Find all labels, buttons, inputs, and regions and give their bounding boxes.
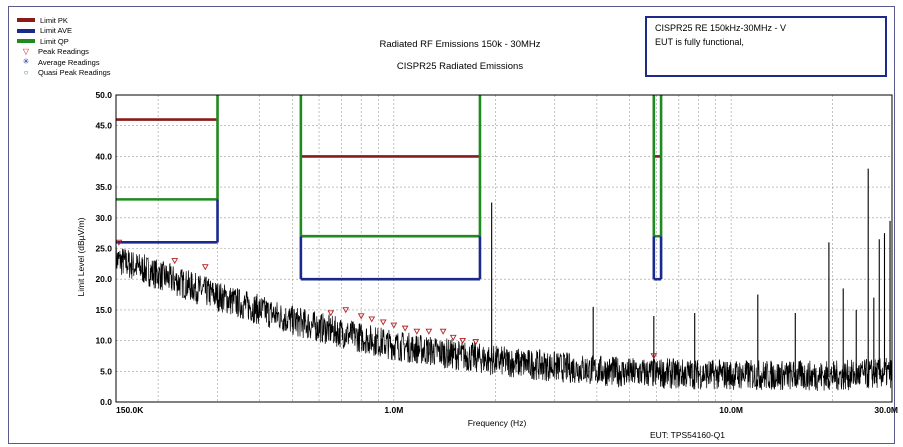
peak-reading-marker <box>472 339 480 346</box>
peak-reading-marker <box>459 337 467 344</box>
x-tick-label: 1.0M <box>384 405 403 415</box>
legend-item-limit-pk: Limit PK <box>15 15 119 26</box>
y-tick-label: 15.0 <box>95 305 112 315</box>
peak-reading-marker <box>357 313 365 320</box>
marker-layer <box>115 239 658 360</box>
y-tick-label: 10.0 <box>95 336 112 346</box>
legend-label: Peak Readings <box>38 47 89 57</box>
limit-layer <box>116 95 663 281</box>
plot-border <box>115 94 893 403</box>
chart-title: Radiated RF Emissions 150k - 30MHz <box>379 39 541 50</box>
y-tick-label: 0.0 <box>100 397 112 407</box>
test-notes-box: CISPR25 RE 150kHz-30MHz - V EUT is fully… <box>645 16 887 77</box>
y-tick-label: 40.0 <box>95 151 112 161</box>
legend: Limit PK Limit AVE Limit QP ▽ Peak Readings ✳… <box>15 15 119 78</box>
x-tick-label: 10.0M <box>719 405 743 415</box>
y-tick-label: 5.0 <box>100 366 112 376</box>
x-axis-label: Frequency (Hz) <box>468 418 527 428</box>
y-tick-label: 30.0 <box>95 213 112 223</box>
legend-label: Average Readings <box>38 57 100 67</box>
peak-reading-marker <box>413 328 421 335</box>
legend-item-average-readings: ✳ Average Readings <box>15 57 119 68</box>
peak-reading-marker <box>342 307 350 314</box>
legend-label: Limit QP <box>40 36 69 46</box>
legend-symbol-icon: ▽ <box>22 46 30 56</box>
emission-trace <box>115 246 893 392</box>
peak-reading-marker <box>201 264 209 271</box>
x-tick-label: 150.0K <box>116 405 144 415</box>
peak-reading-marker <box>171 258 179 265</box>
peak-reading-marker <box>439 328 447 335</box>
legend-symbol-icon: ✳ <box>22 57 30 67</box>
y-tick-label: 35.0 <box>95 182 112 192</box>
legend-label: Quasi Peak Readings <box>38 68 111 78</box>
axis-layer: 0.0 5.0 10.0 15.0 20.0 25.0 30.0 35.0 40.0 45.0 50… <box>95 90 898 415</box>
legend-label: Limit AVE <box>40 26 72 36</box>
chart-titles: Radiated RF Emissions 150k - 30MHz CISPR… <box>310 38 610 82</box>
y-axis-label: Limit Level (dBµV/m) <box>76 217 86 296</box>
eut-label: EUT: TPS54160-Q1 <box>650 430 725 440</box>
y-tick-label: 20.0 <box>95 274 112 284</box>
peak-reading-marker <box>401 325 409 332</box>
data-layer <box>115 168 893 392</box>
peak-reading-marker <box>115 239 123 246</box>
peak-reading-marker <box>327 310 335 317</box>
legend-item-limit-ave: Limit AVE <box>15 26 119 37</box>
legend-swatch <box>17 39 35 44</box>
legend-item-limit-qp: Limit QP <box>15 36 119 47</box>
chart-subtitle: CISPR25 Radiated Emissions <box>396 61 524 72</box>
legend-item-peak-readings: ▽ Peak Readings <box>15 47 119 58</box>
test-note-standard: CISPR25 RE 150kHz-30MHz - V <box>655 23 787 33</box>
peak-reading-marker <box>650 353 658 360</box>
peak-reading-marker <box>390 322 398 329</box>
x-tick-label: 30.0M <box>874 405 898 415</box>
y-tick-label: 25.0 <box>95 244 112 254</box>
legend-label: Limit PK <box>40 15 68 25</box>
legend-swatch <box>17 28 35 33</box>
legend-item-quasi-peak-readings: ○ Quasi Peak Readings <box>15 68 119 79</box>
legend-swatch <box>17 18 35 23</box>
y-tick-label: 45.0 <box>95 121 112 131</box>
peak-reading-marker <box>368 316 376 323</box>
peak-reading-marker <box>379 319 387 326</box>
test-note-status: EUT is fully functional, <box>655 37 744 47</box>
y-tick-label: 50.0 <box>95 90 112 100</box>
legend-symbol-icon: ○ <box>23 67 29 77</box>
peak-reading-marker <box>425 328 433 335</box>
peak-reading-marker <box>449 334 457 341</box>
